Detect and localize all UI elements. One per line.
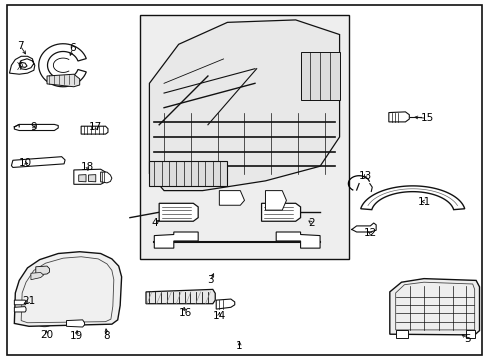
Polygon shape <box>219 190 244 205</box>
Polygon shape <box>9 56 35 74</box>
Polygon shape <box>146 289 215 304</box>
Polygon shape <box>101 172 112 183</box>
Polygon shape <box>216 299 234 309</box>
Text: 4: 4 <box>151 218 157 228</box>
Polygon shape <box>149 161 227 186</box>
Polygon shape <box>14 252 122 326</box>
Text: 7: 7 <box>17 41 23 50</box>
Polygon shape <box>466 330 474 338</box>
Polygon shape <box>88 175 96 182</box>
Text: 16: 16 <box>178 309 191 318</box>
Polygon shape <box>395 330 407 338</box>
Polygon shape <box>265 190 286 210</box>
Text: 3: 3 <box>206 275 213 285</box>
Text: 8: 8 <box>103 331 110 341</box>
Text: 6: 6 <box>69 43 76 53</box>
Polygon shape <box>389 279 479 335</box>
Polygon shape <box>261 203 300 221</box>
Polygon shape <box>14 307 26 312</box>
Polygon shape <box>276 232 320 248</box>
Text: 12: 12 <box>363 228 376 238</box>
Polygon shape <box>159 203 198 221</box>
Polygon shape <box>149 20 339 190</box>
Ellipse shape <box>74 288 79 291</box>
Text: 18: 18 <box>81 162 94 172</box>
Ellipse shape <box>38 320 51 327</box>
Ellipse shape <box>81 288 86 291</box>
Text: 21: 21 <box>22 296 36 306</box>
Bar <box>140 15 348 259</box>
Polygon shape <box>81 126 108 134</box>
Polygon shape <box>31 273 43 280</box>
Polygon shape <box>66 320 84 327</box>
Polygon shape <box>74 169 107 184</box>
Text: 20: 20 <box>41 330 54 340</box>
Text: 14: 14 <box>212 311 225 320</box>
Polygon shape <box>11 157 65 167</box>
Text: 11: 11 <box>417 197 430 207</box>
Text: 13: 13 <box>358 171 371 181</box>
Polygon shape <box>79 175 86 182</box>
Text: 9: 9 <box>30 122 37 132</box>
Polygon shape <box>14 300 26 305</box>
Ellipse shape <box>68 284 94 294</box>
Text: 2: 2 <box>308 218 314 228</box>
Polygon shape <box>36 266 49 275</box>
Text: 10: 10 <box>19 158 32 168</box>
Polygon shape <box>39 44 86 87</box>
Text: 5: 5 <box>464 333 470 343</box>
Text: 15: 15 <box>420 113 433 123</box>
Polygon shape <box>300 51 339 100</box>
Polygon shape <box>47 74 80 87</box>
Text: 17: 17 <box>89 122 102 132</box>
Polygon shape <box>360 186 464 210</box>
Text: 1: 1 <box>236 341 243 351</box>
Polygon shape <box>154 232 198 248</box>
Polygon shape <box>388 112 408 122</box>
Text: 19: 19 <box>69 331 83 341</box>
